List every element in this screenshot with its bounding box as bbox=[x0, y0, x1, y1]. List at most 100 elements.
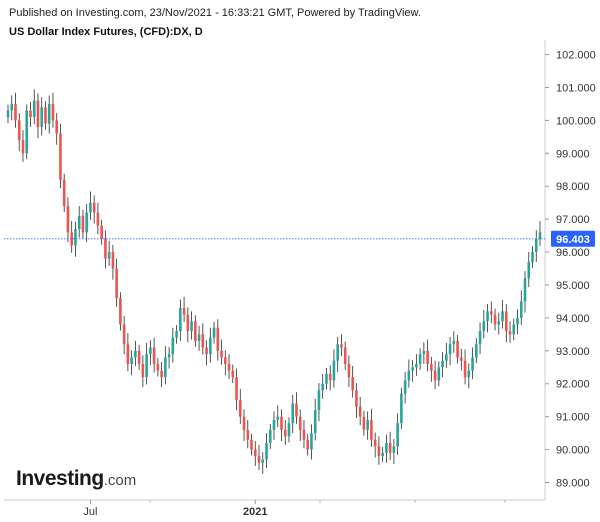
y-tick-label: 93.000 bbox=[556, 346, 590, 358]
y-tick-label: 94.000 bbox=[556, 313, 590, 325]
candle bbox=[194, 315, 197, 347]
candle bbox=[497, 312, 501, 335]
candle bbox=[134, 340, 137, 366]
candle bbox=[100, 219, 103, 245]
candle bbox=[160, 362, 163, 388]
candle bbox=[209, 327, 212, 363]
candle bbox=[403, 371, 407, 404]
candle bbox=[197, 325, 201, 351]
candle bbox=[388, 431, 392, 461]
candle bbox=[295, 392, 298, 424]
x-tick-label: 2021 bbox=[243, 506, 267, 518]
candle bbox=[396, 413, 399, 455]
candle bbox=[527, 252, 531, 287]
y-tick-label: 101.000 bbox=[556, 82, 596, 94]
candle bbox=[152, 337, 156, 373]
candle bbox=[149, 340, 152, 366]
last-price-line: 96.403 bbox=[4, 230, 595, 247]
candle bbox=[306, 433, 310, 456]
candle bbox=[317, 383, 321, 422]
candle bbox=[85, 203, 88, 243]
candle bbox=[119, 292, 122, 331]
candle bbox=[482, 309, 486, 339]
y-tick-label: 99.000 bbox=[556, 148, 590, 160]
y-tick-label: 97.000 bbox=[556, 214, 590, 226]
candle bbox=[10, 95, 14, 121]
candle bbox=[426, 339, 429, 372]
y-axis: 89.000 90.000 91.000 92.000 93.000 94.000 95.0… bbox=[545, 50, 596, 490]
candle bbox=[302, 419, 306, 449]
candle bbox=[471, 347, 474, 380]
chart-frame bbox=[4, 40, 546, 501]
candle bbox=[14, 92, 17, 128]
candle bbox=[347, 355, 351, 388]
candle bbox=[355, 383, 358, 418]
candle bbox=[44, 101, 47, 130]
published-note: Published on Investing.com, 23/Nov/2021 … bbox=[9, 7, 421, 19]
candle bbox=[452, 331, 456, 353]
candle bbox=[96, 202, 100, 235]
y-tick-label: 91.000 bbox=[556, 412, 590, 424]
x-axis: Jul 2021 bbox=[83, 500, 506, 518]
candle bbox=[437, 361, 441, 387]
candle bbox=[456, 335, 459, 364]
candle bbox=[534, 230, 538, 262]
candle bbox=[156, 358, 160, 377]
candle bbox=[32, 89, 36, 125]
y-tick-label: 89.000 bbox=[556, 478, 590, 490]
candle bbox=[242, 409, 246, 442]
candle bbox=[40, 97, 44, 136]
chart-title: US Dollar Index Futures, (CFD):DX, D bbox=[9, 26, 203, 38]
candle bbox=[313, 398, 317, 441]
candle bbox=[179, 299, 182, 341]
candle bbox=[205, 340, 208, 366]
candle bbox=[283, 419, 287, 445]
candle bbox=[107, 240, 111, 266]
candle bbox=[130, 350, 133, 376]
y-tick-label: 90.000 bbox=[556, 445, 590, 457]
candle bbox=[343, 341, 347, 370]
candle bbox=[201, 323, 205, 355]
candle bbox=[223, 350, 227, 376]
candle bbox=[261, 452, 265, 474]
x-tick-label: Jul bbox=[83, 506, 97, 518]
candle bbox=[17, 113, 21, 152]
candle bbox=[519, 290, 523, 326]
candle bbox=[51, 92, 55, 128]
candle bbox=[400, 387, 403, 430]
last-price-label: 96.403 bbox=[556, 234, 590, 246]
candle bbox=[407, 359, 411, 388]
candle bbox=[265, 433, 268, 469]
candle bbox=[336, 336, 339, 372]
candle bbox=[145, 342, 148, 385]
candle bbox=[216, 319, 220, 361]
candle bbox=[493, 308, 497, 331]
candle bbox=[235, 368, 238, 411]
candle bbox=[328, 365, 332, 391]
candle bbox=[340, 334, 343, 357]
candle bbox=[478, 322, 482, 355]
candle bbox=[122, 315, 126, 355]
candle bbox=[29, 101, 32, 127]
candle bbox=[486, 304, 489, 333]
candle bbox=[182, 296, 186, 322]
candle bbox=[516, 309, 519, 335]
candle bbox=[66, 197, 70, 243]
candle bbox=[467, 363, 471, 389]
candle bbox=[246, 419, 250, 449]
candle bbox=[463, 349, 467, 385]
candle bbox=[377, 436, 381, 465]
candle bbox=[21, 130, 25, 162]
candle bbox=[321, 373, 325, 399]
candle bbox=[253, 441, 257, 467]
candle bbox=[272, 411, 276, 440]
last-price-badge bbox=[551, 230, 595, 247]
candle bbox=[171, 327, 175, 363]
y-tick-label: 92.000 bbox=[556, 379, 590, 391]
candle bbox=[460, 348, 463, 371]
candle bbox=[448, 336, 452, 366]
candle bbox=[70, 221, 73, 253]
candle bbox=[25, 104, 29, 160]
candle bbox=[92, 195, 96, 224]
